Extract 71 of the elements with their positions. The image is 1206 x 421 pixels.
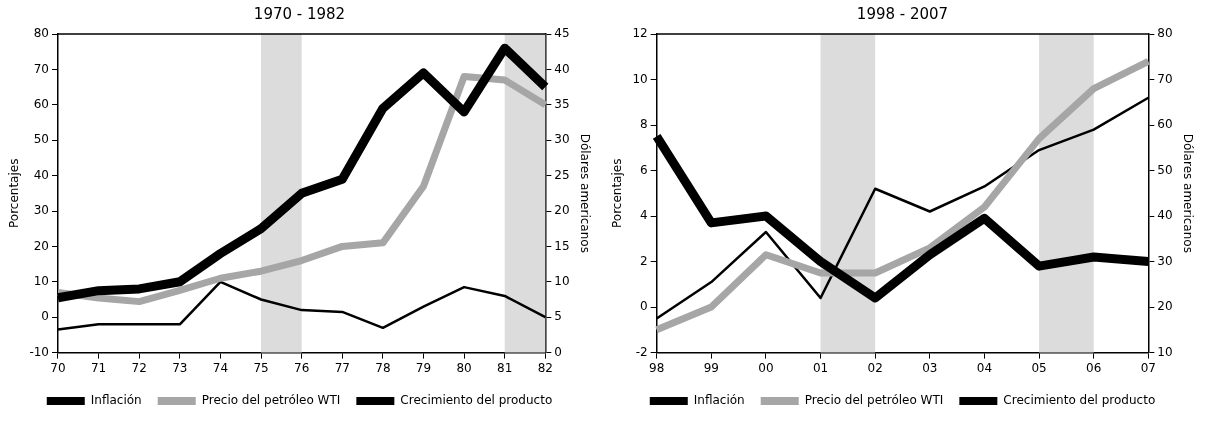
legend-label: Inflación	[90, 393, 142, 408]
x-tick-label: 98	[649, 360, 665, 375]
y-tick-label: 0	[41, 309, 49, 324]
y2-tick-label: 5	[554, 309, 562, 324]
y2-tick-label: 0	[554, 344, 562, 359]
y-tick-label: 80	[33, 26, 49, 41]
legend-label: Crecimiento del producto	[400, 393, 553, 408]
x-tick-label: 05	[1031, 360, 1047, 375]
y2-tick-label: 30	[554, 132, 570, 147]
y2-tick-label: 40	[554, 61, 570, 76]
x-tick-label: 79	[415, 360, 432, 375]
y-tick-label: 4	[640, 208, 648, 223]
y-tick-label: 50	[33, 132, 49, 147]
x-tick-label: 01	[812, 360, 829, 375]
y-tick-label: 60	[33, 96, 49, 111]
y-tick-label: 8	[640, 117, 648, 132]
y-tick-label: 30	[33, 203, 49, 218]
x-tick-label: 78	[375, 360, 391, 375]
y2-axis-title: Dólares americanos	[577, 133, 592, 253]
x-tick-label: 04	[976, 360, 993, 375]
chart-title: 1970 - 1982	[253, 4, 346, 23]
y2-tick-label: 20	[554, 203, 570, 218]
y-tick-label: 6	[640, 162, 648, 177]
y-tick-label: -2	[635, 344, 648, 359]
y-tick-label: 10	[632, 71, 648, 86]
x-tick-label: 76	[294, 360, 310, 375]
x-tick-label: 80	[456, 360, 472, 375]
chart-title: 1998 - 2007	[856, 4, 949, 23]
y2-tick-label: 25	[554, 167, 570, 182]
x-tick-label: 02	[867, 360, 883, 375]
x-tick-label: 06	[1086, 360, 1102, 375]
y2-tick-label: 10	[1157, 344, 1173, 359]
y2-tick-label: 20	[1157, 299, 1173, 314]
x-tick-label: 75	[253, 360, 269, 375]
y2-tick-label: 30	[1157, 253, 1173, 268]
y-tick-label: 10	[33, 273, 49, 288]
y-tick-label: 12	[632, 26, 648, 41]
x-tick-label: 00	[758, 360, 774, 375]
x-tick-label: 71	[90, 360, 107, 375]
x-tick-label: 82	[537, 360, 553, 375]
y-axis-title: Porcentajes	[610, 158, 625, 229]
y-tick-label: 70	[33, 61, 49, 76]
x-tick-label: 74	[212, 360, 229, 375]
y2-tick-label: 45	[554, 26, 570, 41]
x-tick-label: 70	[50, 360, 66, 375]
y-tick-label: 20	[33, 238, 49, 253]
x-tick-label: 03	[922, 360, 938, 375]
y2-tick-label: 50	[1157, 162, 1173, 177]
legend-label: Precio del petróleo WTI	[804, 393, 944, 408]
legend-label: Precio del petróleo WTI	[201, 393, 341, 408]
legend-label: Inflación	[693, 393, 745, 408]
y2-tick-label: 10	[554, 273, 570, 288]
y-tick-label: 2	[640, 253, 648, 268]
y2-tick-label: 40	[1157, 208, 1173, 223]
y-tick-label: 0	[640, 299, 648, 314]
y2-tick-label: 15	[554, 238, 570, 253]
legend-label: Crecimiento del producto	[1003, 393, 1156, 408]
y2-tick-label: 70	[1157, 71, 1173, 86]
x-tick-label: 81	[497, 360, 513, 375]
y-tick-label: 40	[33, 167, 49, 182]
y2-axis-title: Dólares americanos	[1180, 133, 1195, 253]
x-tick-label: 77	[334, 360, 350, 375]
x-tick-label: 72	[131, 360, 147, 375]
y2-tick-label: 60	[1157, 117, 1173, 132]
y2-tick-label: 80	[1157, 26, 1173, 41]
y-tick-label: -10	[29, 344, 49, 359]
x-tick-label: 99	[703, 360, 719, 375]
x-tick-label: 07	[1140, 360, 1156, 375]
y-axis-title: Porcentajes	[7, 158, 22, 229]
x-tick-label: 73	[172, 360, 188, 375]
y2-tick-label: 35	[554, 96, 570, 111]
